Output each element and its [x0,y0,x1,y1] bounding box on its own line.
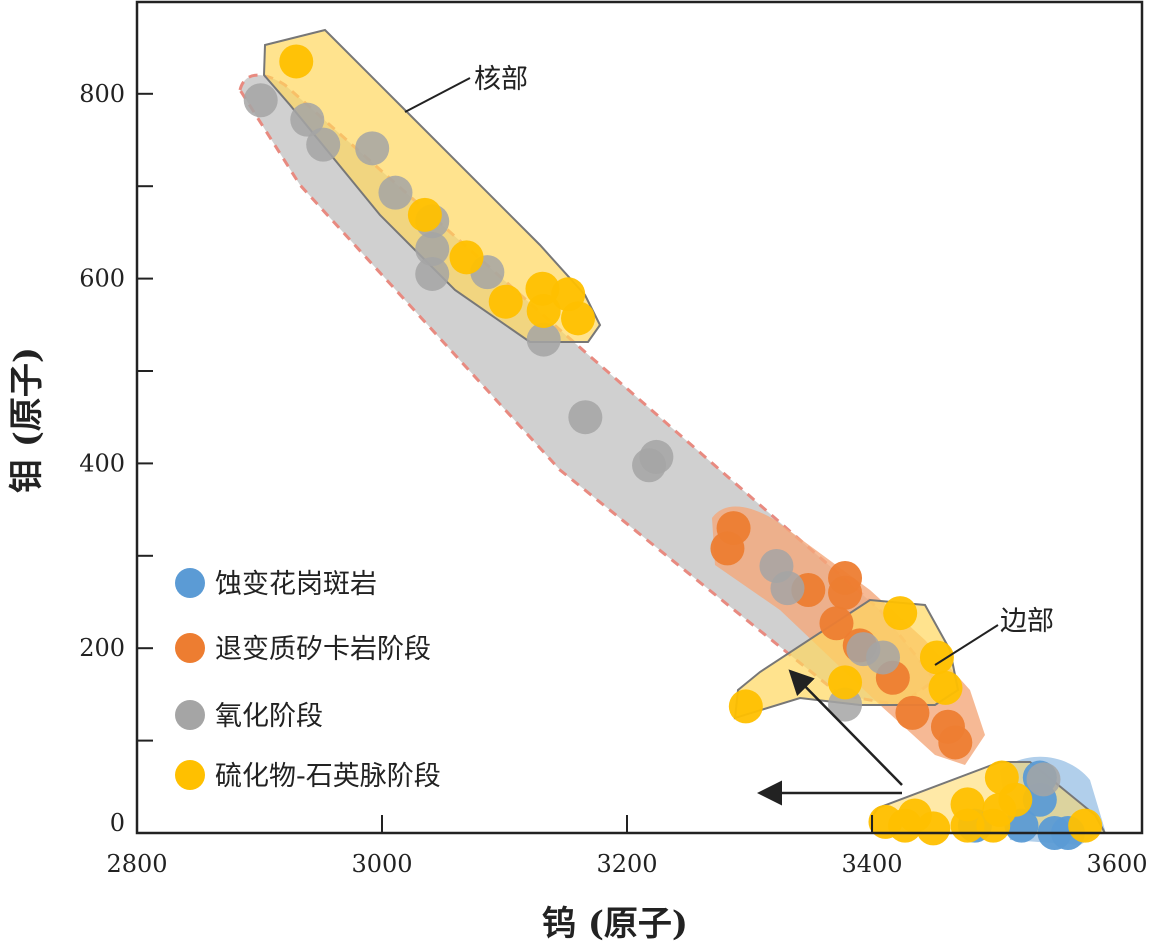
y-tick-label: 800 [79,80,125,108]
legend-marker [175,700,205,730]
legend-marker [175,568,205,598]
point-4 [982,792,1017,827]
point-3 [290,102,325,137]
point-3 [770,571,805,606]
region-core-sulfide [262,28,602,343]
x-tick-label: 3600 [1086,850,1147,878]
point-3 [1026,762,1061,797]
point-3 [526,322,561,357]
y-tick-label: 200 [79,634,125,662]
point-4 [561,301,595,336]
plot-frame [135,0,1144,835]
x-axis-title: 钨 (原子) [542,904,688,944]
point-2 [895,695,930,730]
point-3 [415,232,450,267]
point-3 [306,127,341,162]
point-4 [883,596,918,631]
points-layer [243,44,1103,850]
x-tick-label: 3000 [351,850,412,878]
legend-label: 退变质矽卡岩阶段 [215,634,431,665]
point-2 [710,531,745,566]
x-tick-label: 2800 [106,850,167,878]
point-4 [828,665,863,700]
core-leader-line [404,77,471,113]
point-4 [1068,808,1103,843]
point-4 [928,670,963,705]
arrow-up-left [788,669,903,786]
point-4 [919,640,954,675]
annotation-core: 核部 [474,64,528,95]
point-4 [449,240,484,275]
legend-label: 氧化阶段 [215,701,323,732]
y-tick-label: 0 [110,809,125,837]
x-tick-label: 3200 [596,850,657,878]
point-2 [828,575,863,610]
point-4 [728,689,763,724]
point-3 [866,640,901,675]
point-2 [819,606,854,641]
point-2 [938,725,973,760]
legend-marker [175,633,205,663]
ticks-layer: 0 200 400 600 800 2800 3000 3200 3400 3600 [79,80,1147,878]
point-4 [526,293,561,328]
x-tick-label: 3400 [841,850,902,878]
point-3 [639,439,674,474]
edge-leader-line [934,624,999,666]
point-4 [279,44,314,79]
y-tick-label: 600 [79,265,125,293]
point-3 [378,175,413,210]
point-4 [916,811,951,846]
annotation-edge: 边部 [1000,606,1054,637]
point-4 [488,284,523,319]
point-3 [355,131,390,166]
point-3 [415,256,450,291]
y-tick-label: 400 [79,449,125,477]
y-axis-title: 钼 (原子) [7,347,47,493]
legend-label: 硫化物-石英脉阶段 [215,761,441,792]
legend-label: 蚀变花岗斑岩 [215,569,377,600]
point-3 [243,83,278,118]
point-4 [407,197,442,232]
point-3 [568,400,603,435]
legend-marker [175,760,205,790]
